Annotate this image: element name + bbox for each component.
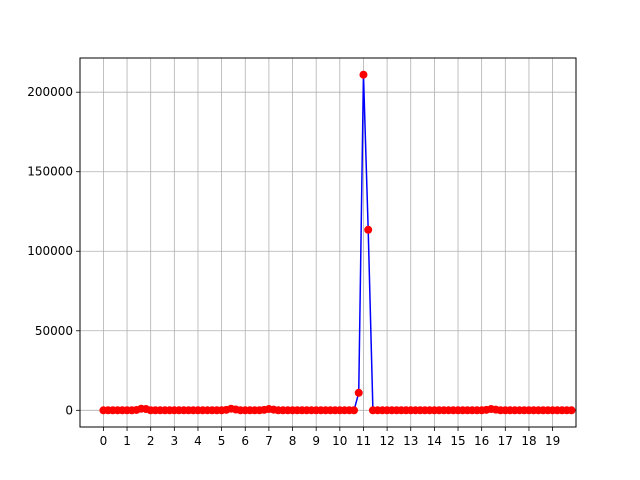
plot-area [80,58,576,427]
y-tick-label: 100000 [27,244,73,258]
x-tick-label: 14 [427,434,442,448]
x-tick-label: 15 [450,434,465,448]
x-tick-label: 16 [474,434,489,448]
x-tick-label: 7 [265,434,273,448]
x-tick-label: 18 [521,434,536,448]
y-tick-label: 0 [65,403,73,417]
x-tick-label: 17 [498,434,513,448]
y-tick-label: 50000 [35,324,73,338]
x-tick-label: 11 [356,434,371,448]
x-tick-label: 0 [100,434,108,448]
data-series [99,70,576,415]
data-point [567,406,576,415]
x-tick-label: 12 [379,434,394,448]
x-tick-label: 9 [312,434,320,448]
x-tick-label: 1 [123,434,131,448]
x-tick-label: 10 [332,434,347,448]
x-tick-label: 19 [545,434,560,448]
x-axis: 0 1 2 3 4 5 6 7 8 9 10 11 12 13 14 15 16 17 18 19 [100,427,560,448]
y-tick-label: 150000 [27,165,73,179]
x-tick-label: 6 [241,434,249,448]
y-axis: 0 50000 100000 150000 200000 [27,85,80,417]
data-point [354,388,363,397]
plot-frame [79,57,577,428]
x-tick-label: 2 [147,434,155,448]
data-point [350,406,359,415]
x-tick-label: 8 [289,434,297,448]
grid-lines [80,58,576,427]
x-tick-label: 5 [218,434,226,448]
x-tick-label: 3 [171,434,179,448]
data-point [359,70,368,79]
x-tick-label: 13 [403,434,418,448]
data-point [364,225,373,234]
y-tick-label: 200000 [27,85,73,99]
x-tick-label: 4 [194,434,202,448]
